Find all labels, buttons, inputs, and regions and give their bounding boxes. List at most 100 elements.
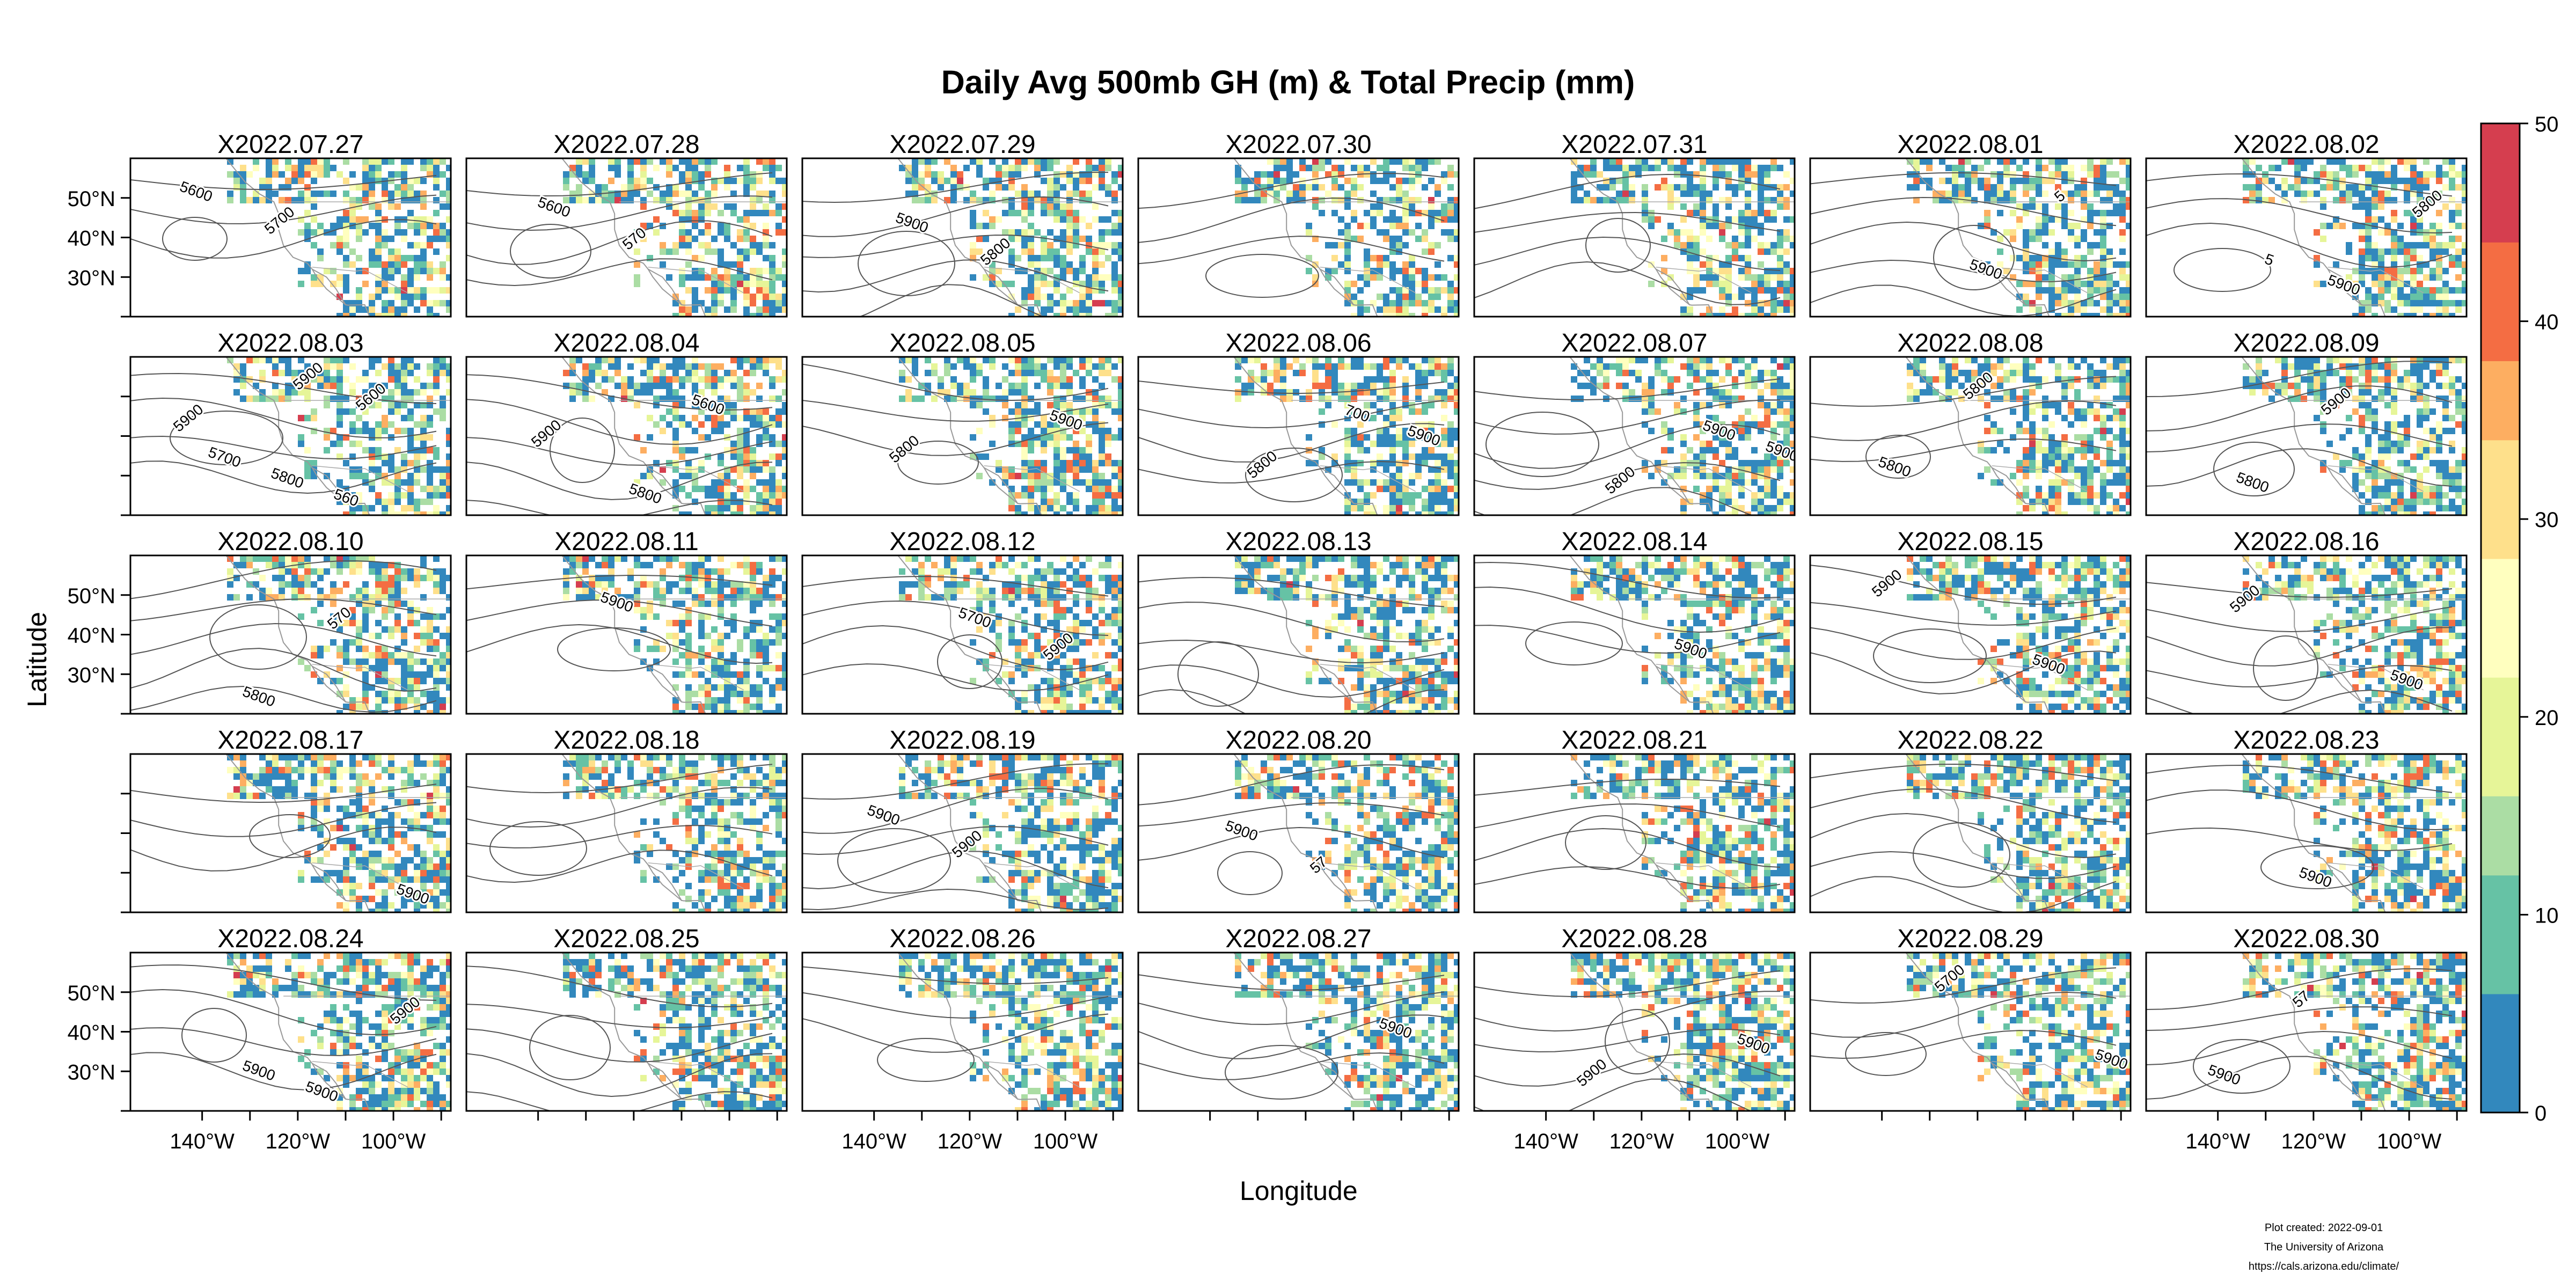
precip-cell: [1306, 460, 1312, 466]
precip-cell: [1661, 376, 1667, 383]
precip-cell: [1034, 370, 1041, 376]
precip-cell: [2455, 300, 2462, 306]
precip-cell: [1415, 236, 1422, 242]
precip-cell: [756, 357, 763, 363]
precip-cell: [1913, 389, 1920, 396]
precip-cell: [1086, 287, 1092, 294]
precip-cell: [1577, 197, 1584, 203]
precip-cell: [414, 376, 420, 383]
precip-cell: [1073, 300, 1079, 306]
precip-cell: [407, 242, 414, 248]
precip-cell: [1111, 434, 1118, 441]
precip-cell: [2243, 184, 2249, 191]
precip-cell: [2314, 261, 2320, 268]
precip-cell: [446, 300, 451, 306]
precip-cell: [1034, 287, 1041, 294]
precip-cell: [446, 363, 451, 370]
precip-cell: [1028, 505, 1034, 511]
precip-cell: [1053, 453, 1060, 460]
precip-cell: [2081, 229, 2087, 236]
precip-cell: [737, 216, 743, 223]
precip-cell: [1073, 191, 1079, 197]
precip-cell: [1066, 434, 1073, 441]
precip-cell: [1706, 158, 1713, 165]
precip-cell: [1370, 210, 1377, 216]
precip-cell: [1738, 479, 1745, 486]
precip-cell: [1713, 171, 1719, 178]
precip-cell: [976, 248, 983, 255]
precip-cell: [1952, 197, 1958, 203]
precip-cell: [324, 370, 330, 376]
precip-cell: [1053, 460, 1060, 466]
contour-line: [858, 231, 955, 296]
precip-cell: [737, 499, 743, 505]
precip-cell: [1700, 402, 1706, 408]
precip-cell: [433, 447, 440, 453]
precip-cell: [246, 357, 253, 363]
contour-label: 5: [2263, 251, 2276, 269]
precip-cell: [737, 236, 743, 242]
precip-cell: [711, 281, 718, 287]
precip-cell: [1060, 229, 1066, 236]
precip-cell: [640, 389, 647, 396]
precip-cell: [576, 191, 582, 197]
precip-cell: [2016, 499, 2023, 505]
precip-cell: [1060, 216, 1066, 223]
precip-cell: [1319, 383, 1325, 389]
precip-cell: [304, 223, 311, 229]
precip-cell: [2106, 191, 2113, 197]
precip-cell: [1021, 248, 1028, 255]
precip-cell: [685, 236, 692, 242]
precip-cell: [608, 158, 614, 165]
precip-cell: [1280, 158, 1286, 165]
precip-cell: [2023, 255, 2029, 261]
precip-cell: [1713, 473, 1719, 479]
precip-cell: [1997, 479, 2003, 486]
precip-cell: [2410, 210, 2417, 216]
precip-cell: [414, 499, 420, 505]
precip-cell: [336, 376, 343, 383]
precip-cell: [1907, 383, 1913, 389]
precip-cell: [2365, 210, 2372, 216]
precip-cell: [2068, 287, 2074, 294]
precip-cell: [1920, 370, 1926, 376]
precip-cell: [1693, 421, 1700, 428]
precip-cell: [983, 223, 989, 229]
precip-cell: [705, 376, 711, 383]
precip-cell: [2455, 287, 2462, 294]
precip-cell: [1635, 171, 1642, 178]
precip-cell: [2074, 466, 2081, 473]
precip-cell: [401, 171, 407, 178]
precip-cell: [1770, 287, 1777, 294]
precip-cell: [1402, 306, 1409, 313]
precip-cell: [730, 294, 737, 300]
precip-cell: [369, 357, 375, 363]
precip-cell: [1719, 492, 1725, 499]
precip-cell: [1958, 396, 1965, 402]
precip-cell: [1047, 402, 1053, 408]
precip-cell: [2119, 248, 2126, 255]
precip-cell: [1066, 460, 1073, 466]
precip-cell: [705, 248, 711, 255]
precip-cell: [317, 370, 324, 376]
precip-cell: [1719, 165, 1725, 171]
precip-cell: [1261, 363, 1267, 370]
precip-cell: [2372, 313, 2378, 317]
precip-cell: [769, 306, 775, 313]
precip-cell: [1118, 216, 1123, 223]
precip-cell: [1680, 165, 1687, 171]
precip-cell: [427, 479, 433, 486]
precip-cell: [1105, 229, 1111, 236]
precip-cell: [1629, 184, 1635, 191]
precip-cell: [394, 313, 401, 317]
precip-cell: [233, 178, 240, 184]
precip-cell: [1422, 486, 1428, 492]
precip-cell: [692, 486, 698, 492]
precip-cell: [2410, 268, 2417, 274]
precip-cell: [1745, 460, 1751, 466]
precip-cell: [2391, 229, 2397, 236]
precip-cell: [407, 274, 414, 281]
precip-cell: [1790, 236, 1795, 242]
precip-cell: [743, 370, 750, 376]
precip-cell: [2061, 223, 2068, 229]
